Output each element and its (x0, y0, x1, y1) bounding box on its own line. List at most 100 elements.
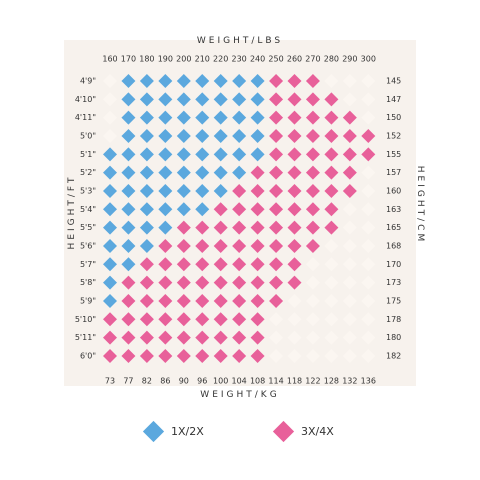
data-point-1x2x (250, 74, 265, 88)
grid-cell (324, 293, 339, 308)
data-point-3x4x (324, 165, 339, 180)
bottom-tick-label: 118 (287, 377, 302, 386)
data-point-3x4x (269, 257, 284, 272)
data-point-3x4x (287, 165, 302, 180)
data-point-1x2x (232, 92, 247, 107)
grid-cell (361, 312, 376, 327)
right-tick-label: 170 (386, 260, 401, 269)
data-point-3x4x (250, 202, 265, 217)
data-point-3x4x (269, 293, 284, 308)
top-tick-label: 250 (268, 55, 283, 64)
data-point-1x2x (121, 165, 136, 180)
data-point-3x4x (213, 275, 228, 290)
right-tick-label: 155 (386, 150, 401, 159)
data-point-1x2x (250, 110, 265, 125)
grid-cell (342, 312, 357, 327)
data-point-3x4x (250, 330, 265, 345)
data-point-1x2x (121, 92, 136, 107)
data-point-3x4x (139, 330, 154, 345)
grid-cell (305, 348, 320, 363)
data-point-3x4x (158, 257, 173, 272)
data-point-3x4x (250, 275, 265, 290)
right-tick-label: 145 (386, 77, 401, 86)
data-point-3x4x (176, 293, 191, 308)
data-point-1x2x (139, 92, 154, 107)
data-point-3x4x (342, 165, 357, 180)
grid-cell (324, 238, 339, 253)
grid-cell (324, 312, 339, 327)
grid-cell (269, 312, 284, 327)
data-point-1x2x (213, 110, 228, 125)
data-point-3x4x (176, 220, 191, 235)
data-point-1x2x (103, 257, 117, 272)
data-point-1x2x (213, 128, 228, 143)
data-point-1x2x (158, 202, 173, 217)
data-point-3x4x (139, 275, 154, 290)
data-point-3x4x (158, 330, 173, 345)
data-point-3x4x (103, 330, 117, 345)
data-point-3x4x (324, 220, 339, 235)
data-point-3x4x (269, 202, 284, 217)
data-point-3x4x (121, 348, 136, 363)
data-point-3x4x (305, 183, 320, 198)
grid-cell (342, 238, 357, 253)
grid-cell (342, 348, 357, 363)
data-point-1x2x (176, 147, 191, 162)
data-point-1x2x (121, 183, 136, 198)
data-point-3x4x (195, 238, 210, 253)
data-point-3x4x (139, 348, 154, 363)
grid-cell (361, 330, 376, 345)
grid-cell (342, 92, 357, 107)
data-point-3x4x (232, 202, 247, 217)
grid-cell (361, 74, 376, 88)
top-tick-label: 230 (232, 55, 247, 64)
data-point-1x2x (158, 110, 173, 125)
grid-cell (361, 202, 376, 217)
data-point-3x4x (324, 128, 339, 143)
data-point-1x2x (250, 92, 265, 107)
legend-diamond-blue-icon (142, 420, 165, 442)
right-tick-label: 180 (386, 333, 401, 342)
legend-diamond-pink-icon (272, 420, 295, 442)
right-tick-label: 160 (386, 186, 401, 195)
left-tick-label: 5'6" (80, 241, 96, 250)
grid-cell (103, 74, 117, 88)
data-point-3x4x (195, 257, 210, 272)
bottom-tick-label: 104 (232, 377, 247, 386)
grid-cell (361, 293, 376, 308)
top-tick-label: 160 (102, 55, 117, 64)
data-point-3x4x (287, 147, 302, 162)
bottom-axis-title: WEIGHT/KG (200, 390, 280, 400)
data-point-1x2x (232, 74, 247, 88)
data-point-3x4x (287, 110, 302, 125)
data-point-1x2x (158, 74, 173, 88)
grid-cell (361, 165, 376, 180)
data-point-3x4x (305, 74, 320, 88)
data-point-1x2x (139, 147, 154, 162)
grid-cell (305, 330, 320, 345)
grid-cell (324, 74, 339, 88)
data-point-3x4x (176, 257, 191, 272)
data-point-3x4x (232, 293, 247, 308)
left-tick-label: 6'0" (80, 351, 96, 360)
data-point-1x2x (139, 202, 154, 217)
data-point-1x2x (121, 74, 136, 88)
data-point-3x4x (232, 275, 247, 290)
data-point-3x4x (158, 238, 173, 253)
data-point-3x4x (269, 238, 284, 253)
data-point-3x4x (121, 312, 136, 327)
data-point-3x4x (103, 312, 117, 327)
data-point-1x2x (103, 238, 117, 253)
data-point-3x4x (176, 330, 191, 345)
data-point-3x4x (195, 330, 210, 345)
data-point-3x4x (158, 348, 173, 363)
top-tick-label: 300 (361, 55, 376, 64)
bottom-tick-label: 114 (268, 377, 283, 386)
data-point-3x4x (305, 128, 320, 143)
data-point-3x4x (342, 110, 357, 125)
bottom-tick-label: 108 (250, 377, 265, 386)
data-point-3x4x (139, 257, 154, 272)
data-point-3x4x (213, 348, 228, 363)
data-point-3x4x (269, 92, 284, 107)
data-point-3x4x (305, 238, 320, 253)
